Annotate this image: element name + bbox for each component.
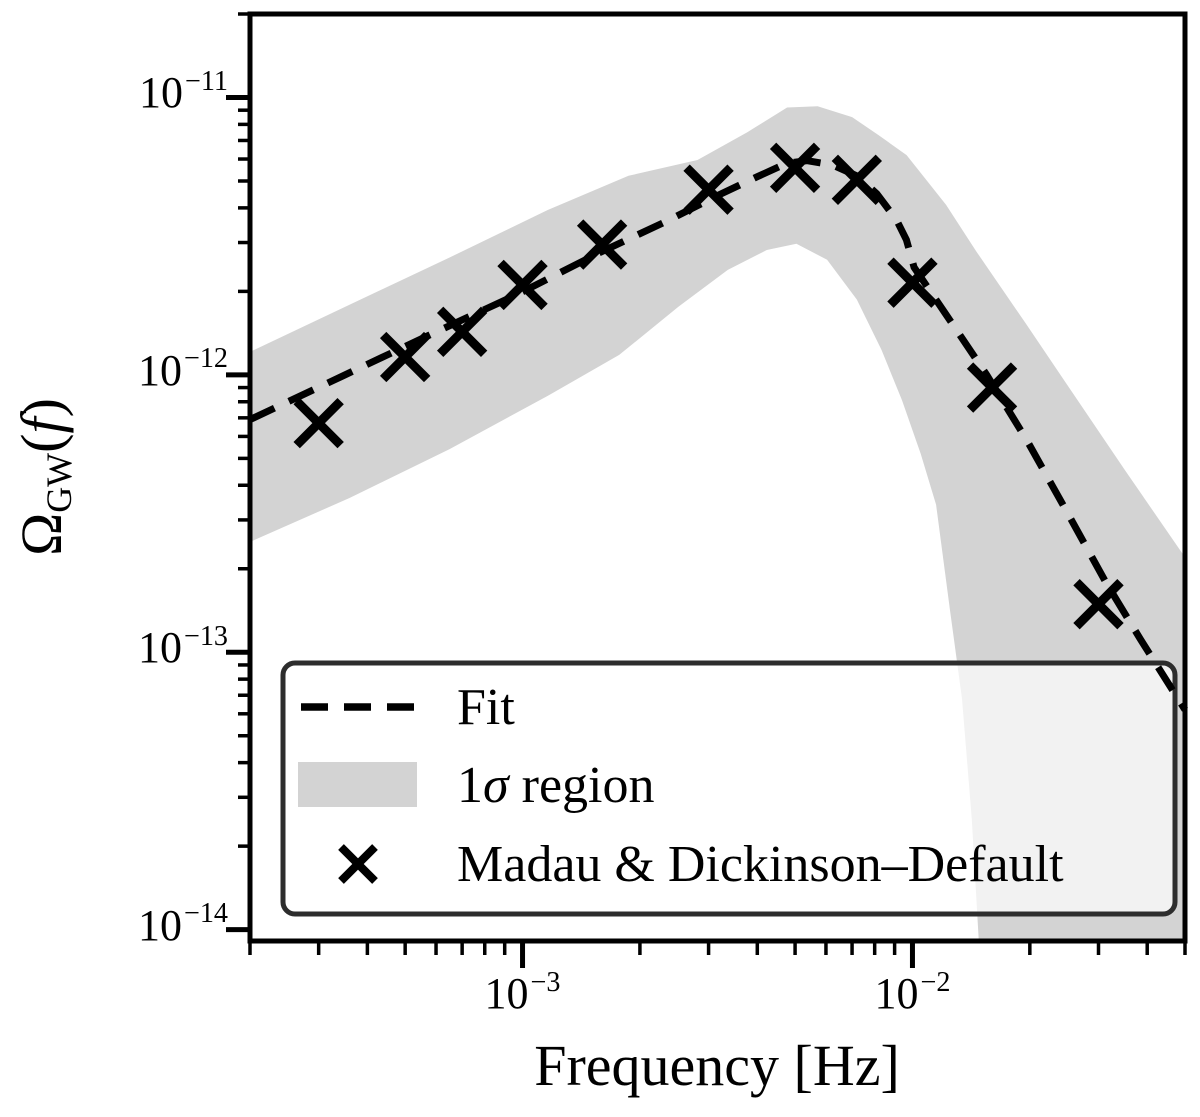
legend-x-marker-sample [338, 844, 378, 884]
axes-layer [226, 11, 1188, 968]
axes-frame [247, 11, 1188, 944]
legend-label-fit: Fit [457, 679, 515, 736]
x-marker [769, 142, 821, 193]
x-marker [966, 362, 1018, 413]
legend-frame-layer [280, 660, 1178, 917]
x-marker [1073, 579, 1124, 630]
series-layer [248, 142, 1188, 712]
x-tick-label: 10−2 [874, 966, 951, 1018]
legend-handles-layer [298, 703, 417, 884]
y-tick-label: 10−11 [139, 66, 228, 118]
x-marker [379, 331, 431, 383]
y-axis-label: ΩGW(f) [9, 398, 80, 556]
x-axis-label: Frequency [Hz] [534, 1033, 900, 1098]
x-marker [831, 154, 883, 205]
x-marker [887, 257, 938, 308]
legend-band-sample [298, 762, 417, 807]
x-marker [497, 259, 548, 311]
x-marker [683, 164, 734, 215]
legend-label-sigma-region: 1σ region [457, 757, 655, 814]
x-marker [436, 306, 488, 357]
x-marker [293, 397, 344, 449]
y-tick-label: 10−13 [137, 620, 228, 673]
legend-frame [280, 660, 1178, 917]
x-tick-label: 10−3 [484, 966, 561, 1018]
legend-label-markers: Madau & Dickinson–Default [457, 836, 1064, 893]
y-tick-label: 10−12 [137, 343, 228, 395]
y-tick-label: 10−14 [137, 898, 228, 950]
x-marker [576, 219, 628, 270]
data-markers [293, 142, 1124, 630]
